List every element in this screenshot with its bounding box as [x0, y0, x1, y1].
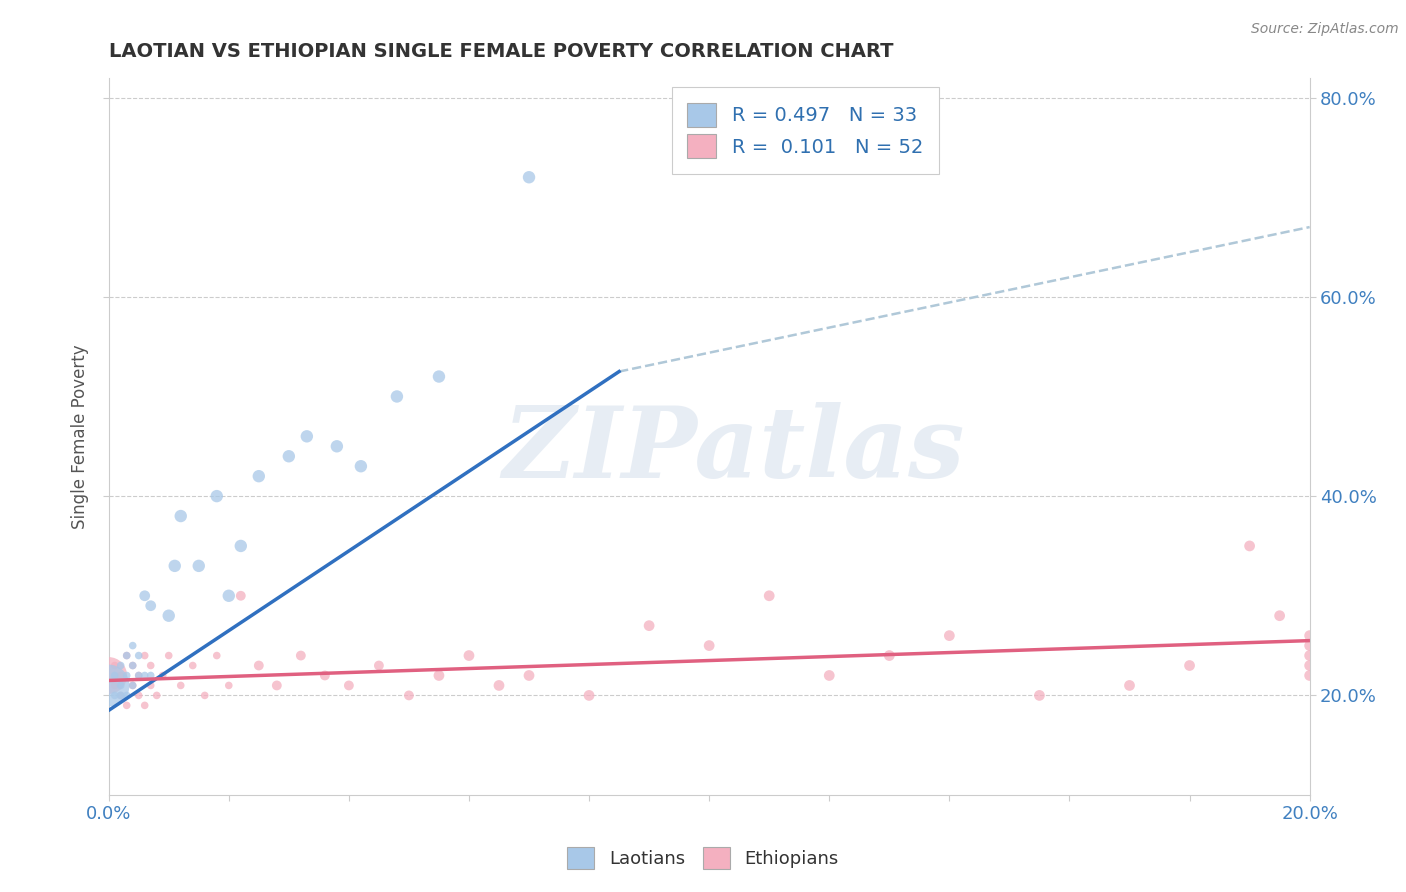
Text: LAOTIAN VS ETHIOPIAN SINGLE FEMALE POVERTY CORRELATION CHART: LAOTIAN VS ETHIOPIAN SINGLE FEMALE POVER… [108, 42, 893, 61]
Point [427, 668, 450, 682]
Point [139, 599, 162, 613]
Point [247, 469, 270, 483]
Legend: R = 0.497   N = 33, R =  0.101   N = 52: R = 0.497 N = 33, R = 0.101 N = 52 [672, 87, 939, 174]
Point [139, 678, 162, 692]
Point [1298, 629, 1320, 643]
Point [152, 668, 174, 682]
Point [104, 658, 127, 673]
Text: Source: ZipAtlas.com: Source: ZipAtlas.com [1251, 22, 1399, 37]
Point [139, 658, 162, 673]
Point [938, 629, 960, 643]
Point [104, 678, 127, 692]
Point [134, 698, 156, 713]
Point [218, 589, 240, 603]
Point [110, 678, 132, 692]
Point [247, 658, 270, 673]
Point [121, 658, 143, 673]
Point [128, 668, 150, 682]
Point [350, 459, 373, 474]
Point [115, 689, 138, 703]
Point [128, 668, 150, 682]
Point [104, 689, 127, 703]
Point [697, 639, 720, 653]
Point [139, 668, 162, 682]
Point [1268, 608, 1291, 623]
Point [121, 678, 143, 692]
Point [97, 668, 120, 682]
Point [1118, 678, 1140, 692]
Point [229, 539, 252, 553]
Point [337, 678, 360, 692]
Point [218, 678, 240, 692]
Point [115, 648, 138, 663]
Point [121, 639, 143, 653]
Point [385, 389, 408, 403]
Point [194, 689, 217, 703]
Point [115, 698, 138, 713]
Point [110, 668, 132, 682]
Point [115, 668, 138, 682]
Point [638, 618, 661, 632]
Point [170, 509, 193, 524]
Point [326, 439, 349, 453]
Point [97, 678, 120, 692]
Point [1239, 539, 1261, 553]
Point [295, 429, 318, 443]
Y-axis label: Single Female Poverty: Single Female Poverty [72, 344, 89, 529]
Point [128, 648, 150, 663]
Point [134, 648, 156, 663]
Legend: Laotians, Ethiopians: Laotians, Ethiopians [558, 838, 848, 879]
Point [517, 170, 540, 185]
Point [1298, 658, 1320, 673]
Point [205, 648, 228, 663]
Point [157, 648, 180, 663]
Point [758, 589, 780, 603]
Point [1028, 689, 1050, 703]
Point [157, 608, 180, 623]
Point [121, 658, 143, 673]
Point [115, 648, 138, 663]
Point [110, 689, 132, 703]
Point [1298, 639, 1320, 653]
Point [266, 678, 288, 692]
Point [187, 558, 209, 573]
Point [458, 648, 481, 663]
Point [427, 369, 450, 384]
Point [1178, 658, 1201, 673]
Point [398, 689, 420, 703]
Point [314, 668, 336, 682]
Point [134, 589, 156, 603]
Point [121, 678, 143, 692]
Point [367, 658, 389, 673]
Point [163, 558, 186, 573]
Point [145, 689, 167, 703]
Point [277, 450, 299, 464]
Point [110, 689, 132, 703]
Point [1298, 668, 1320, 682]
Point [110, 658, 132, 673]
Point [879, 648, 901, 663]
Point [290, 648, 312, 663]
Point [229, 589, 252, 603]
Point [578, 689, 600, 703]
Point [1298, 648, 1320, 663]
Point [818, 668, 841, 682]
Point [517, 668, 540, 682]
Text: ZIPatlas: ZIPatlas [502, 402, 965, 499]
Point [104, 668, 127, 682]
Point [134, 668, 156, 682]
Point [181, 658, 204, 673]
Point [488, 678, 510, 692]
Point [205, 489, 228, 503]
Point [170, 678, 193, 692]
Point [128, 689, 150, 703]
